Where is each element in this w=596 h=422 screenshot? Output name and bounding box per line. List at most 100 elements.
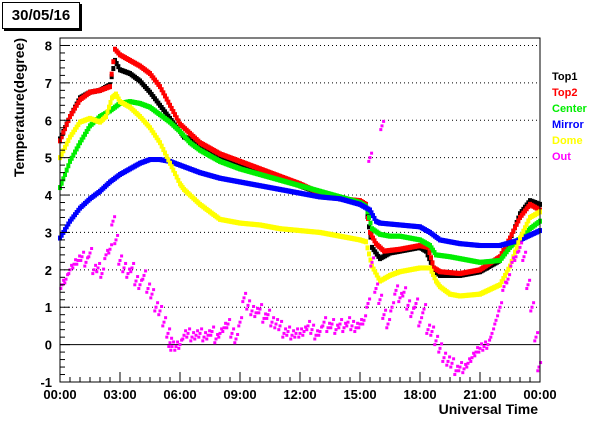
data-point — [453, 373, 457, 377]
data-point — [492, 327, 496, 331]
data-point — [286, 330, 290, 334]
data-point — [113, 242, 117, 246]
data-point — [169, 164, 174, 170]
data-point — [534, 335, 538, 339]
data-point — [288, 325, 292, 329]
data-point — [405, 307, 409, 311]
data-point — [506, 266, 511, 272]
data-point — [414, 301, 418, 305]
data-point — [63, 144, 67, 150]
data-point — [428, 323, 432, 327]
data-point — [79, 258, 83, 262]
data-point — [265, 316, 269, 320]
data-point — [422, 307, 426, 311]
data-point — [92, 268, 96, 272]
data-point — [371, 266, 376, 272]
data-point — [526, 218, 531, 224]
data-point — [117, 262, 121, 266]
data-point — [372, 256, 376, 260]
data-point — [468, 357, 472, 361]
data-point — [485, 346, 489, 350]
data-point — [193, 337, 197, 341]
data-point — [165, 335, 169, 339]
data-point — [274, 322, 278, 326]
data-point — [481, 348, 485, 352]
data-point — [294, 331, 298, 335]
data-point — [456, 364, 460, 368]
x-tick-label: 06:00 — [163, 387, 196, 402]
data-point — [440, 342, 444, 346]
data-point — [86, 126, 91, 132]
data-point — [74, 102, 79, 108]
data-point — [378, 298, 382, 302]
data-point — [59, 232, 64, 238]
data-point — [161, 147, 166, 153]
x-tick-label: 15:00 — [343, 387, 376, 402]
data-point — [380, 293, 384, 297]
data-point — [59, 151, 64, 157]
data-point — [252, 304, 256, 308]
data-point — [524, 250, 528, 254]
data-point — [218, 331, 222, 335]
data-point — [300, 327, 304, 331]
data-point — [457, 369, 461, 373]
data-point — [477, 350, 481, 354]
data-point — [114, 61, 119, 67]
data-point — [133, 283, 137, 287]
data-point — [409, 315, 413, 319]
data-point — [374, 287, 378, 291]
data-point — [446, 359, 450, 363]
data-point — [167, 344, 171, 348]
data-point — [289, 337, 293, 341]
data-point — [166, 157, 171, 163]
data-point — [464, 362, 468, 366]
data-point — [368, 207, 372, 213]
data-point — [364, 314, 368, 318]
data-point — [69, 111, 74, 117]
data-point — [242, 296, 246, 300]
data-point — [63, 227, 67, 233]
data-point — [107, 251, 111, 255]
data-point — [59, 180, 64, 186]
data-point — [369, 264, 373, 268]
data-point — [441, 359, 445, 363]
data-point — [357, 326, 361, 330]
data-point — [111, 219, 115, 223]
data-point — [200, 327, 204, 331]
data-point — [324, 316, 328, 320]
data-point — [400, 291, 404, 295]
data-point — [159, 143, 164, 149]
data-point — [514, 244, 519, 250]
data-point — [394, 288, 398, 292]
data-point — [276, 318, 280, 322]
data-point — [536, 369, 540, 373]
data-point — [185, 335, 189, 339]
series-mirror — [58, 157, 542, 249]
data-point — [76, 143, 81, 149]
data-point — [371, 235, 375, 241]
data-point — [366, 301, 370, 305]
data-point — [63, 171, 67, 177]
data-point — [308, 319, 312, 323]
data-point — [158, 140, 162, 146]
data-point — [353, 330, 357, 334]
data-point — [192, 331, 196, 335]
data-point — [188, 327, 192, 331]
data-point — [367, 214, 371, 220]
data-point — [369, 210, 374, 216]
data-point — [516, 218, 521, 224]
data-point — [146, 287, 150, 291]
data-point — [377, 301, 381, 305]
data-point — [61, 148, 66, 154]
data-point — [367, 224, 371, 230]
data-point — [100, 272, 104, 276]
data-point — [162, 320, 166, 324]
data-point — [358, 322, 362, 326]
data-point — [292, 329, 296, 333]
data-point — [312, 323, 316, 327]
data-point — [285, 333, 289, 337]
data-point — [98, 261, 102, 265]
data-point — [168, 160, 172, 166]
data-point — [349, 328, 353, 332]
data-point — [176, 118, 181, 124]
